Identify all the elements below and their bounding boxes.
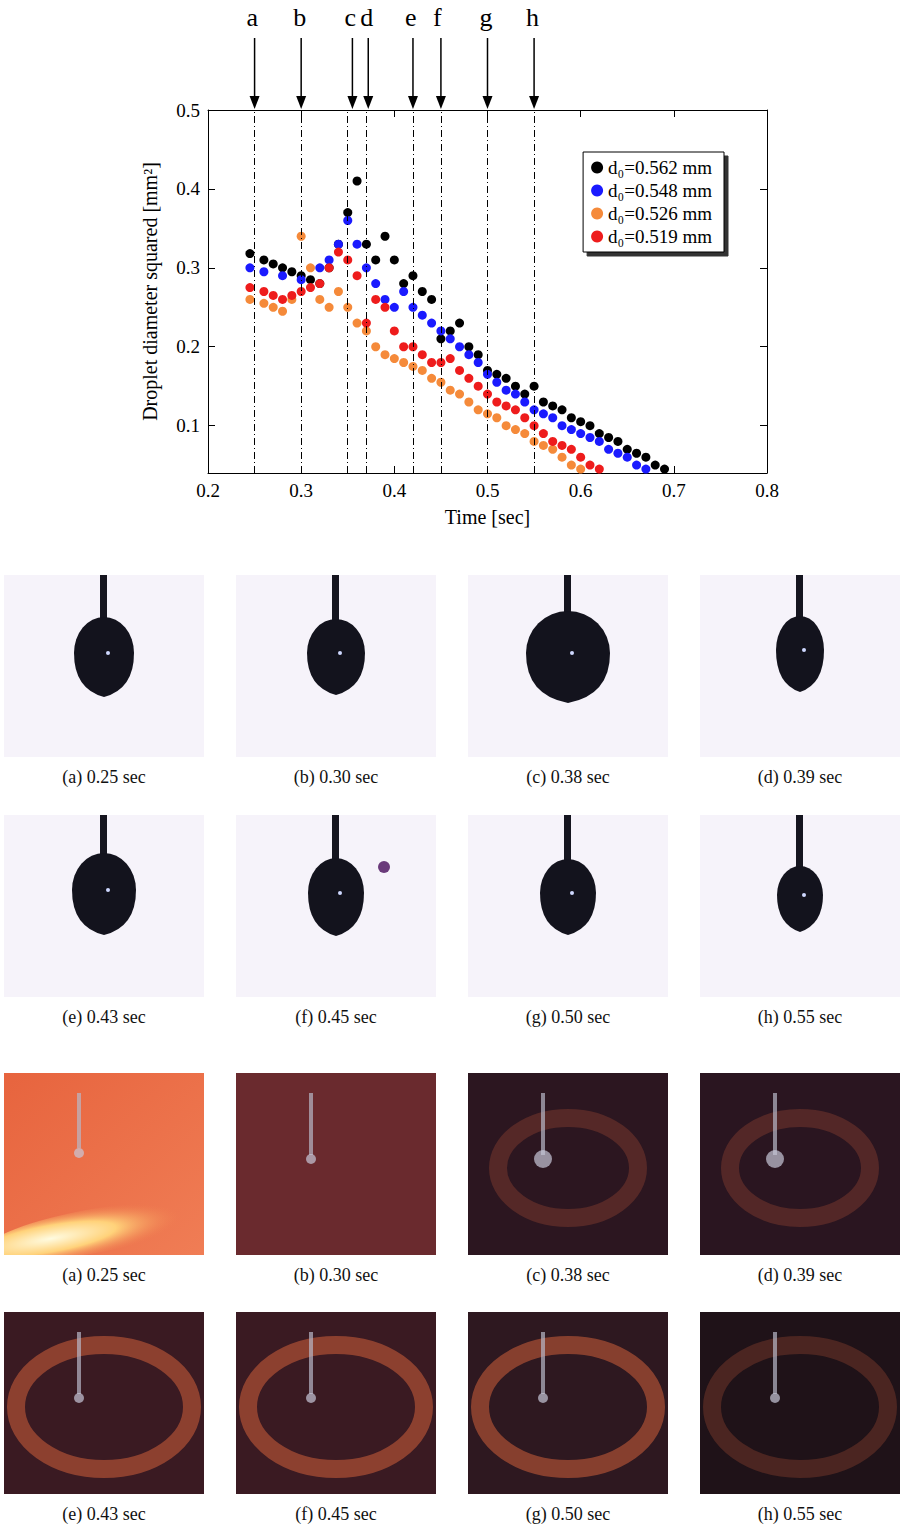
svg-text:Time [sec]: Time [sec] [445, 506, 530, 528]
svg-text:0.6: 0.6 [569, 480, 593, 501]
html-text:(h) 0.55 sec: (h) 0.55 sec [757, 1504, 843, 1524]
html-text:(h) 0.55 sec: (h) 0.55 sec [757, 1007, 843, 1027]
svg-text:Droplet diameter squared [mm²]: Droplet diameter squared [mm²] [139, 162, 162, 421]
svg-text:e: e [405, 3, 417, 32]
html-text:(d) 0.39 sec: (d) 0.39 sec [757, 767, 843, 787]
html-text:(b) 0.30 sec: (b) 0.30 sec [293, 1265, 379, 1285]
svg-text:0.5: 0.5 [476, 480, 500, 501]
html-text:(c) 0.38 sec: (c) 0.38 sec [526, 1265, 610, 1285]
svg-text:0.2: 0.2 [176, 336, 200, 357]
svg-text:f: f [433, 3, 442, 32]
html-text:(g) 0.50 sec: (g) 0.50 sec [525, 1504, 611, 1524]
html-text:(a) 0.25 sec: (a) 0.25 sec [62, 1265, 146, 1285]
html-text:(e) 0.43 sec: (e) 0.43 sec [62, 1007, 146, 1027]
html-text:(f) 0.45 sec: (f) 0.45 sec [295, 1007, 377, 1027]
svg-text:d₀=0.519 mm: d₀=0.519 mm [608, 226, 712, 247]
svg-text:0.3: 0.3 [289, 480, 313, 501]
html-text:(f) 0.45 sec: (f) 0.45 sec [295, 1504, 377, 1524]
svg-text:0.5: 0.5 [176, 100, 200, 121]
svg-text:c: c [344, 3, 356, 32]
html-text:(c) 0.38 sec: (c) 0.38 sec [526, 767, 610, 787]
svg-text:0.4: 0.4 [382, 480, 406, 501]
svg-text:d₀=0.548 mm: d₀=0.548 mm [608, 180, 712, 201]
svg-text:b: b [293, 3, 306, 32]
svg-text:g: g [480, 3, 493, 32]
svg-text:d₀=0.562 mm: d₀=0.562 mm [608, 157, 712, 178]
svg-text:d₀=0.526 mm: d₀=0.526 mm [608, 203, 712, 224]
svg-text:0.3: 0.3 [176, 257, 200, 278]
svg-text:0.8: 0.8 [755, 480, 779, 501]
svg-text:0.4: 0.4 [176, 178, 200, 199]
svg-text:h: h [526, 3, 539, 32]
svg-text:0.2: 0.2 [196, 480, 220, 501]
html-text:(g) 0.50 sec: (g) 0.50 sec [525, 1007, 611, 1027]
svg-text:0.7: 0.7 [662, 480, 686, 501]
svg-text:0.1: 0.1 [176, 415, 200, 436]
html-text:(b) 0.30 sec: (b) 0.30 sec [293, 767, 379, 787]
html-text:(d) 0.39 sec: (d) 0.39 sec [757, 1265, 843, 1285]
html-text:(a) 0.25 sec: (a) 0.25 sec [62, 767, 146, 787]
html-text:(e) 0.43 sec: (e) 0.43 sec [62, 1504, 146, 1524]
svg-text:a: a [247, 3, 259, 32]
svg-text:d: d [360, 3, 373, 32]
